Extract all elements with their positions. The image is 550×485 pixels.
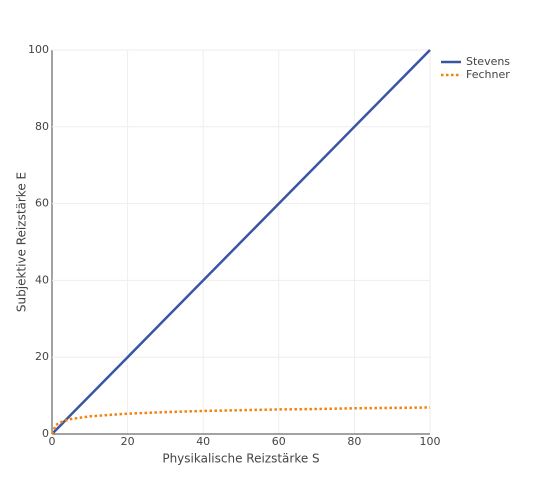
x-tick-label: 60: [272, 435, 286, 448]
y-axis-title: Subjektive Reizstärke E: [15, 172, 29, 312]
line-series: [50, 406, 431, 435]
x-tick-label: 100: [420, 435, 441, 448]
y-tick-label: 40: [35, 273, 49, 286]
x-tick-label: 40: [196, 435, 210, 448]
y-tick-label: 20: [35, 350, 49, 363]
x-axis-title: Physikalische Reizstärke S: [162, 452, 319, 466]
y-tick-label: 100: [28, 43, 49, 56]
y-tick-label: 80: [35, 120, 49, 133]
line-series: [51, 49, 431, 435]
x-tick-label: 20: [121, 435, 135, 448]
legend-label: Stevens: [466, 55, 510, 68]
x-tick-label: 0: [49, 435, 56, 448]
y-tick-label: 60: [35, 197, 49, 210]
y-tick-label: 0: [42, 427, 49, 440]
x-tick-label: 80: [347, 435, 361, 448]
legend-label: Fechner: [466, 68, 510, 81]
